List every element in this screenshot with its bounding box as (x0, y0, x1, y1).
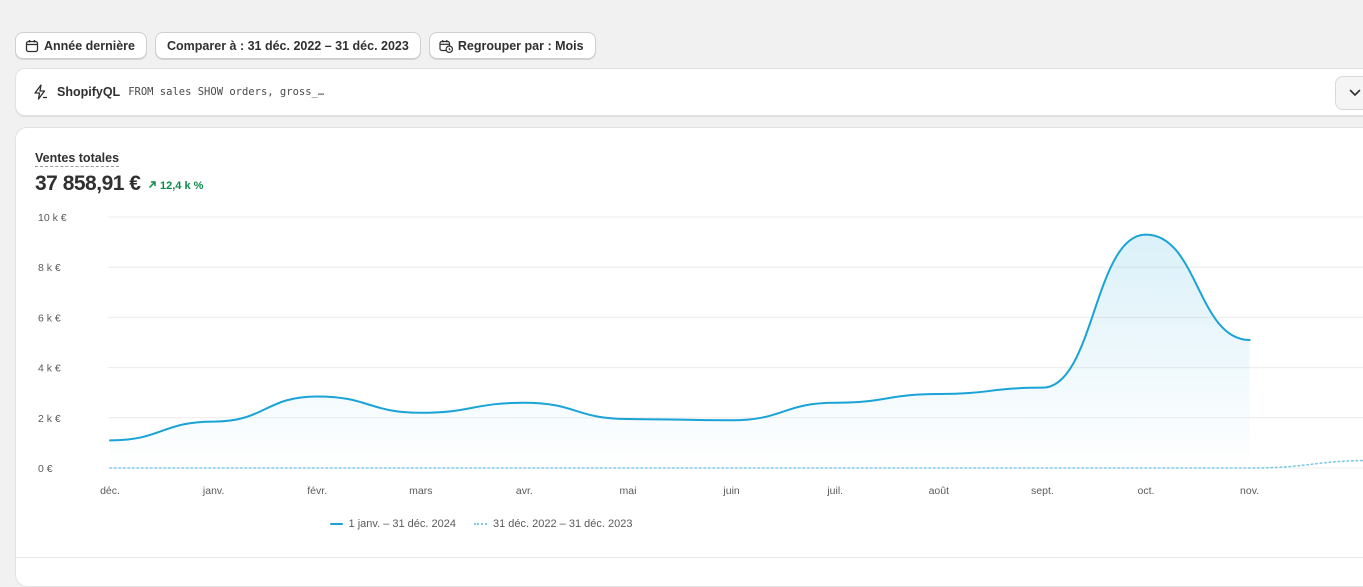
calendar-icon (25, 39, 39, 53)
date-range-label: Année dernière (44, 38, 136, 53)
y-tick-label: 0 € (38, 463, 53, 475)
y-tick-label: 10 k € (38, 212, 67, 224)
compare-label: Comparer à : 31 déc. 2022 – 31 déc. 2023 (167, 38, 409, 53)
x-tick-label: déc. (100, 485, 120, 497)
series-previous-line (109, 459, 1363, 469)
metric-change: 12,4 k % (148, 180, 203, 192)
calendar-clock-icon (439, 39, 453, 53)
legend-label-previous: 31 déc. 2022 – 31 déc. 2023 (492, 518, 633, 530)
sales-line-chart[interactable]: 0 € 2 k € 4 k € 6 k € 8 k € 10 k € déc. janv. fé… (16, 128, 1363, 508)
x-tick-label: avr. (516, 485, 533, 497)
shopifyql-label: ShopifyQL (57, 85, 121, 99)
x-tick-label: juin (722, 485, 740, 497)
group-by-label: Regrouper par : Mois (457, 38, 584, 53)
expand-query-button[interactable] (1335, 76, 1363, 110)
report-toolbar: Année dernière Comparer à : 31 déc. 2022… (15, 32, 596, 59)
y-tick-label: 4 k € (38, 363, 61, 375)
legend-label-current: 1 janv. – 31 déc. 2024 (348, 518, 456, 530)
series-current-line (109, 233, 1251, 442)
y-tick-label: 2 k € (38, 413, 61, 425)
x-tick-label: juil. (826, 485, 843, 497)
lightning-icon (32, 84, 48, 100)
legend-item-current[interactable]: 1 janv. – 31 déc. 2024 (329, 518, 456, 530)
card-divider (16, 557, 1363, 558)
x-tick-label: mai (620, 485, 637, 497)
x-tick-label: août (929, 485, 950, 497)
legend-item-previous[interactable]: 31 déc. 2022 – 31 déc. 2023 (473, 518, 633, 530)
legend-swatch-solid (329, 523, 343, 525)
x-tick-label: févr. (307, 485, 327, 497)
sales-chart-card: Ventes totales 37 858,91 € 12,4 k % 0 € 2… (15, 127, 1363, 587)
date-range-button[interactable]: Année dernière (15, 32, 148, 59)
x-tick-label: sept. (1031, 485, 1054, 497)
chart-legend: 1 janv. – 31 déc. 2024 31 déc. 2022 – 31… (16, 518, 1363, 530)
metric-value: 37 858,91 € (35, 172, 141, 195)
shopifyql-query[interactable]: FROM sales SHOW orders, gross_… (128, 86, 325, 98)
page-header-cutoff (0, 0, 1363, 6)
series-current-area (110, 234, 1250, 468)
shopifyql-bar[interactable]: ShopifyQL FROM sales SHOW orders, gross_… (15, 68, 1363, 116)
arrow-up-right-icon (148, 180, 157, 192)
group-by-button[interactable]: Regrouper par : Mois (428, 32, 596, 59)
x-tick-label: nov. (1240, 485, 1259, 497)
compare-button[interactable]: Comparer à : 31 déc. 2022 – 31 déc. 2023 (155, 32, 421, 59)
x-tick-label: janv. (202, 485, 224, 497)
chevron-down-icon (1349, 84, 1361, 102)
metric-change-value: 12,4 k % (160, 180, 204, 192)
y-tick-label: 6 k € (38, 312, 61, 324)
metric-title[interactable]: Ventes totales (35, 151, 120, 167)
legend-swatch-dotted (473, 523, 487, 525)
y-tick-label: 8 k € (38, 262, 61, 274)
x-tick-label: mars (409, 485, 432, 497)
x-tick-label: oct. (1138, 485, 1155, 497)
